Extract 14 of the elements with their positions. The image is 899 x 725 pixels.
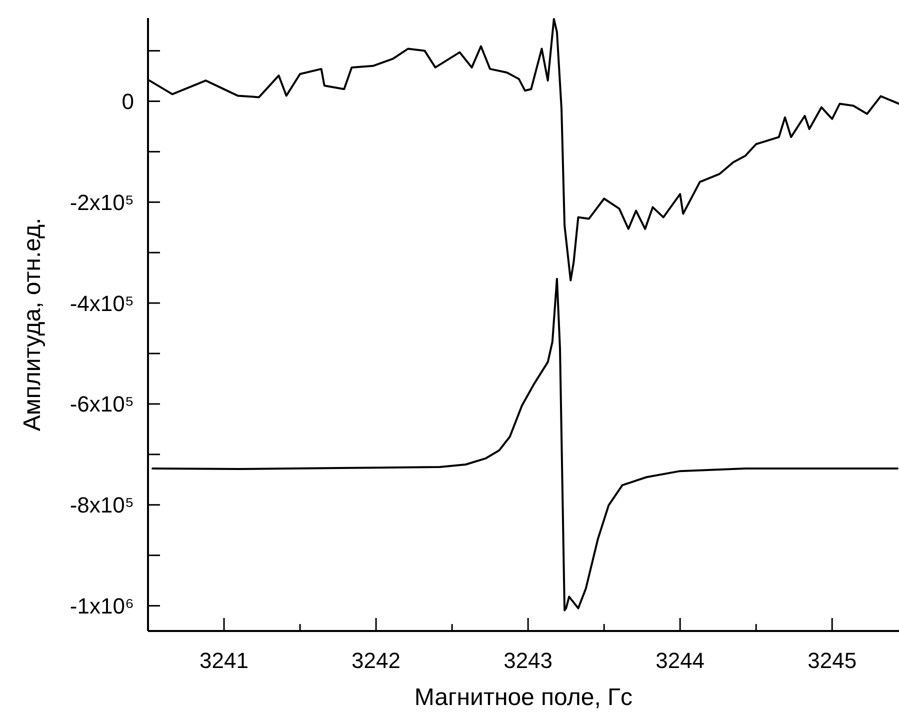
x-tick-label: 3244 xyxy=(656,648,705,673)
line-series xyxy=(152,278,898,612)
y-axis-title: Амплитуда, отн.ед. xyxy=(19,218,46,432)
y-tick-label: -2x10⁵ xyxy=(70,190,134,215)
x-axis-title: Магнитное поле, Гс xyxy=(414,684,633,711)
x-tick-label: 3245 xyxy=(808,648,857,673)
y-tick-label: -1x10⁶ xyxy=(70,593,134,618)
y-tick-label: -6x10⁵ xyxy=(70,392,134,417)
y-tick-label: -8x10⁵ xyxy=(70,492,134,518)
y-tick-label: -4x10⁵ xyxy=(70,290,134,316)
x-tick-label: 3242 xyxy=(352,648,401,673)
x-tick-label: 3241 xyxy=(200,648,248,673)
y-tick-label: 0 xyxy=(122,88,134,114)
x-tick-label: 3243 xyxy=(504,648,553,673)
